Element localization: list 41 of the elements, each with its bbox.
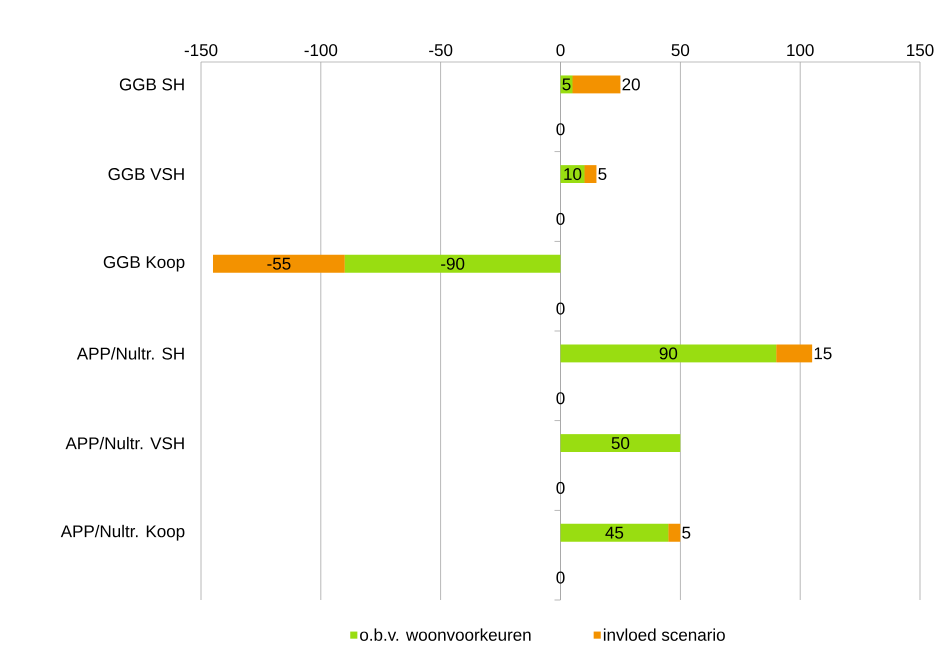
data-label: 5 (682, 526, 690, 539)
data-label: 0 (556, 482, 565, 494)
x-tick-label: 50 (672, 44, 690, 56)
bar (212, 254, 345, 273)
legend-label: invloed scenario (604, 628, 725, 641)
data-label: 0 (556, 302, 565, 315)
data-label: 10 (564, 168, 582, 180)
data-label: 0 (556, 212, 565, 225)
x-tick-label: 150 (907, 44, 934, 56)
y-tick-label: GGB VSH (108, 168, 184, 180)
data-label: 50 (612, 437, 630, 450)
x-tick-label: 0 (556, 44, 565, 56)
bar (572, 75, 620, 94)
x-tick-label: -100 (304, 44, 338, 56)
y-tick-label: APP/Nultr. VSH (66, 436, 184, 450)
bar (560, 524, 668, 542)
bar (560, 344, 776, 362)
bar (668, 524, 680, 542)
data-label: 0 (556, 123, 565, 136)
bar (584, 165, 596, 184)
data-label: 15 (814, 347, 832, 360)
data-label: 0 (556, 392, 565, 404)
data-label: 0 (556, 572, 565, 584)
data-label: -90 (441, 258, 464, 270)
data-label: -55 (267, 258, 290, 270)
y-tick-label: GGB SH (120, 78, 184, 90)
x-tick-label: -50 (429, 44, 452, 56)
bar (344, 254, 561, 273)
bar (560, 434, 680, 452)
y-tick-label: APP/Nultr. SH (76, 347, 184, 360)
data-label: 20 (622, 78, 640, 90)
bar (776, 344, 812, 362)
data-label: 45 (605, 526, 624, 539)
legend-label: o.b.v. woonvoorkeuren (360, 628, 531, 641)
x-tick-label: 100 (787, 44, 814, 56)
data-label: 90 (660, 347, 678, 360)
x-tick-label: -150 (184, 44, 218, 56)
y-tick-label: GGB Koop (104, 256, 184, 272)
y-tick-label: APP/Nultr. Koop (60, 524, 184, 541)
data-label: 5 (598, 168, 606, 180)
data-label: 5 (562, 78, 571, 90)
